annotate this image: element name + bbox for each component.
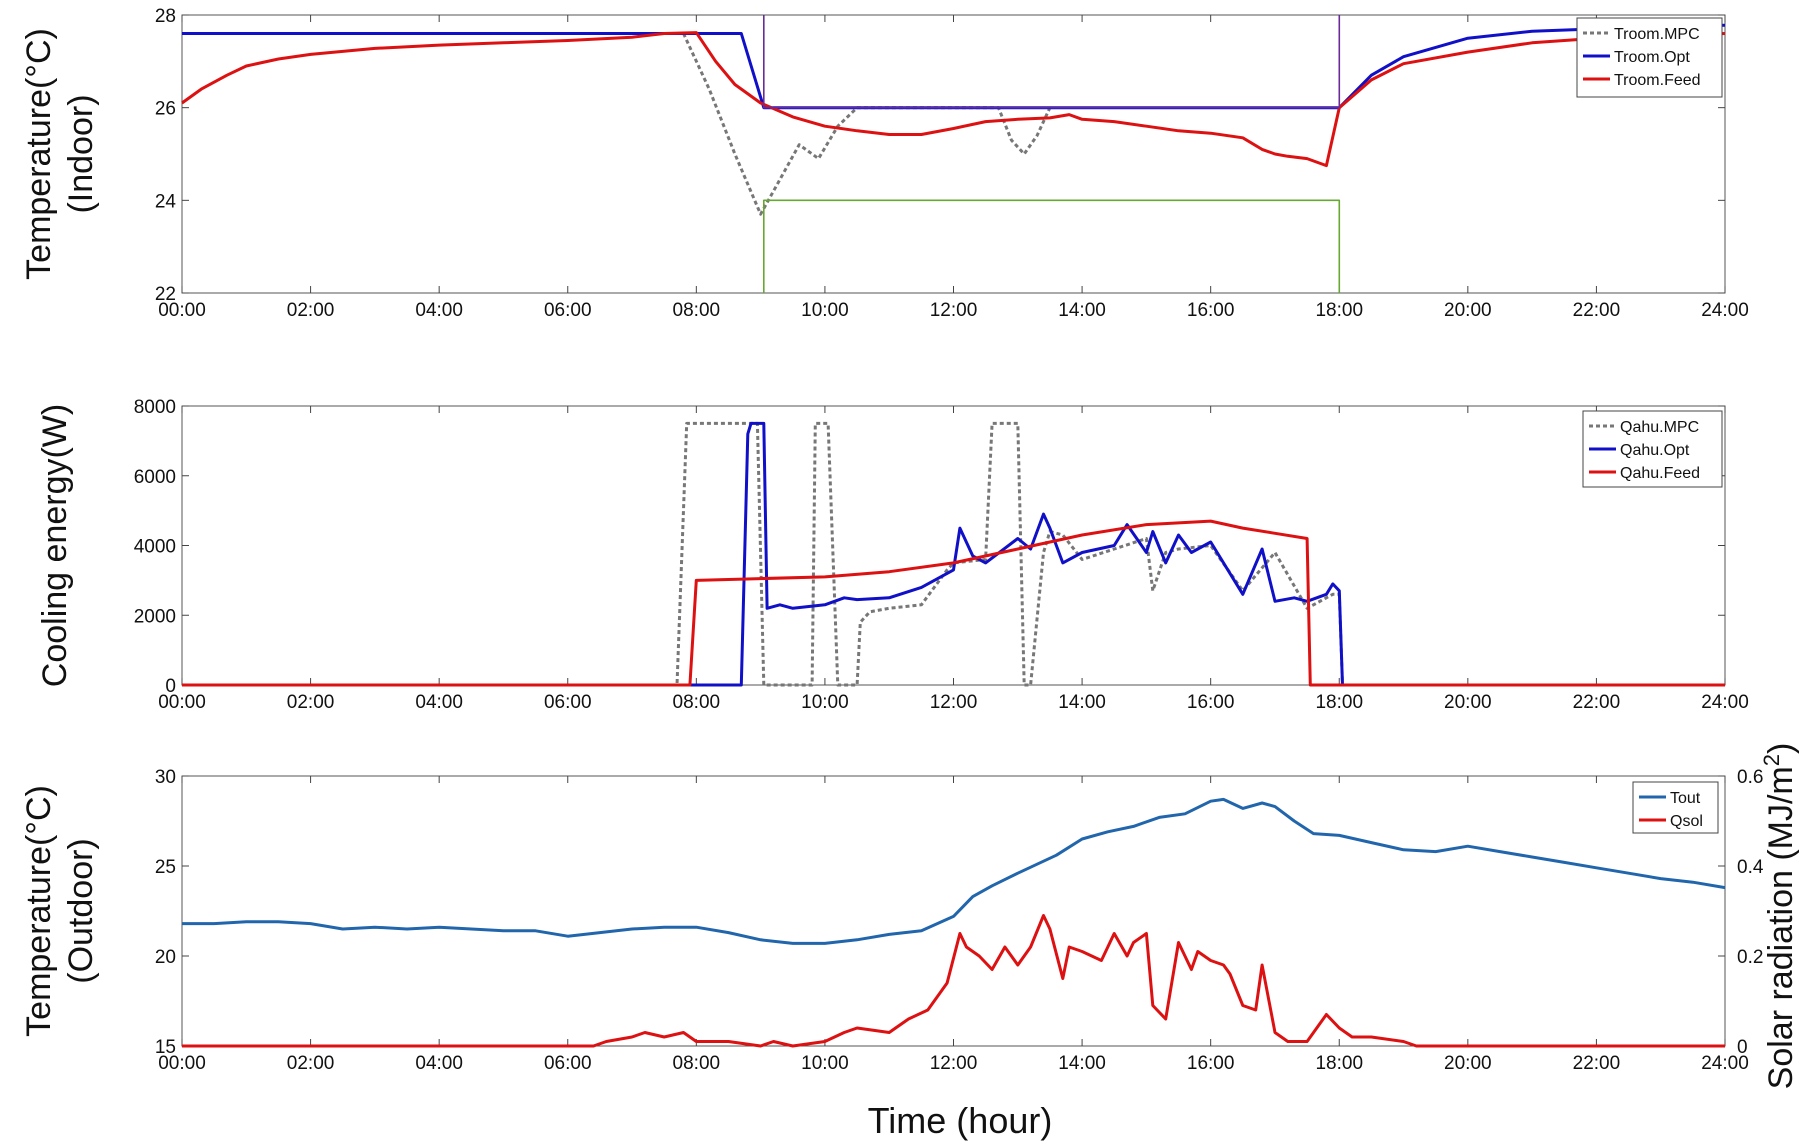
y-tick-label: 28: [155, 6, 176, 27]
x-tick-label: 18:00: [1315, 692, 1363, 713]
x-tick-label: 12:00: [930, 692, 978, 713]
x-tick-label: 24:00: [1701, 692, 1749, 713]
legend-label: Troom.MPC: [1614, 26, 1700, 43]
series-qahu-mpc: [182, 421, 1725, 687]
y-axis-title: (Outdoor): [62, 838, 100, 984]
plot-frame: [181, 775, 1726, 1047]
y-axis-title: (Indoor): [62, 94, 100, 213]
x-tick-label: 18:00: [1315, 1053, 1363, 1074]
x-tick-label: 04:00: [415, 1053, 463, 1074]
y-tick-label: 2000: [134, 606, 176, 627]
y-tick-label: 25: [155, 857, 176, 878]
legend-label: Qsol: [1670, 813, 1703, 830]
y-axis-title: Temperature(°C): [20, 28, 58, 280]
x-tick-label: 08:00: [673, 1053, 721, 1074]
x-tick-label: 12:00: [930, 1053, 978, 1074]
x-tick-label: 10:00: [801, 300, 849, 321]
x-tick-label: 10:00: [801, 1053, 849, 1074]
panel-3: 00:00 02:00 04:00 06:00 08:00 10:00 12:00 14:00…: [20, 743, 1800, 1090]
y-tick-label: 0: [165, 676, 176, 697]
setpoint-line: [762, 15, 1341, 109]
x-axis-title: Time (hour): [868, 1100, 1053, 1141]
x-tick-label: 06:00: [544, 300, 592, 321]
series-qahu-opt: [182, 421, 1725, 687]
x-tick-label: 24:00: [1701, 1053, 1749, 1074]
y-tick-label: 4000: [134, 537, 176, 558]
x-tick-label: 16:00: [1187, 692, 1235, 713]
x-tick-label: 20:00: [1444, 692, 1492, 713]
series-tout: [182, 797, 1726, 945]
panel-2: 00:00 02:00 04:00 06:00 08:00 10:00 12:00 14:00…: [36, 397, 1749, 713]
plot-frame: [181, 14, 1726, 294]
y-right-tick-label: 0.4: [1737, 857, 1764, 878]
y-tick-label: 24: [155, 191, 177, 212]
x-tick-label: 20:00: [1444, 300, 1492, 321]
y-right-tick-label: 0.2: [1737, 947, 1763, 968]
y-right-tick-label: 0: [1737, 1037, 1748, 1058]
x-tick-label: 06:00: [544, 692, 592, 713]
x-tick-label: 02:00: [287, 300, 335, 321]
x-tick-label: 16:00: [1187, 1053, 1235, 1074]
x-tick-label: 22:00: [1573, 300, 1621, 321]
plot-frame: [181, 405, 1726, 686]
x-tick-label: 04:00: [415, 692, 463, 713]
x-tick-label: 24:00: [1701, 300, 1749, 321]
x-tick-label: 02:00: [287, 1053, 335, 1074]
legend-label: Troom.Feed: [1614, 72, 1701, 89]
legend-label: Qahu.Feed: [1620, 465, 1700, 482]
x-tick-label: 06:00: [544, 1053, 592, 1074]
legend-label: Qahu.Opt: [1620, 442, 1690, 459]
setpoint-line: [762, 199, 1341, 293]
x-tick-label: 22:00: [1573, 1053, 1621, 1074]
x-tick-label: 18:00: [1315, 300, 1363, 321]
x-tick-label: 22:00: [1573, 692, 1621, 713]
x-tick-label: 02:00: [287, 692, 335, 713]
y-tick-label: 26: [155, 99, 176, 120]
x-tick-label: 08:00: [673, 692, 721, 713]
series-troom-mpc: [682, 32, 1052, 216]
x-tick-label: 10:00: [801, 692, 849, 713]
y-tick-label: 20: [155, 947, 176, 968]
y-tick-label: 6000: [134, 467, 176, 488]
x-tick-label: 08:00: [673, 300, 721, 321]
series-troom-feed: [181, 31, 1726, 168]
y-right-tick-label: 0.6: [1737, 767, 1763, 788]
series-troom-opt: [182, 23, 1726, 110]
y-tick-label: 30: [155, 767, 176, 788]
y-tick-label: 22: [155, 284, 176, 305]
legend-label: Qahu.MPC: [1620, 419, 1699, 436]
legend-label: Tout: [1670, 790, 1701, 807]
y-axis-title: Cooling energy(W): [36, 404, 74, 687]
x-tick-label: 20:00: [1444, 1053, 1492, 1074]
x-tick-label: 00:00: [158, 1053, 206, 1074]
legend-label: Troom.Opt: [1614, 49, 1690, 66]
y-right-axis-title: Solar radiation (MJ/m2): [1759, 743, 1800, 1090]
x-tick-label: 00:00: [158, 300, 206, 321]
x-tick-label: 14:00: [1058, 692, 1106, 713]
x-tick-label: 00:00: [158, 692, 206, 713]
series-qsol: [182, 914, 1725, 1048]
y-tick-label: 8000: [134, 397, 176, 418]
x-tick-label: 16:00: [1187, 300, 1235, 321]
y-axis-title: Temperature(°C): [20, 785, 58, 1037]
y-tick-label: 15: [155, 1037, 176, 1058]
panel-1: 00:00 02:00 04:00 06:00 08:00 10:00 12:00 14:00…: [20, 6, 1749, 321]
x-tick-label: 14:00: [1058, 300, 1106, 321]
x-tick-label: 04:00: [415, 300, 463, 321]
legend-box: [1632, 781, 1719, 834]
x-tick-label: 14:00: [1058, 1053, 1106, 1074]
x-tick-label: 12:00: [930, 300, 978, 321]
series-qahu-feed: [182, 519, 1725, 687]
